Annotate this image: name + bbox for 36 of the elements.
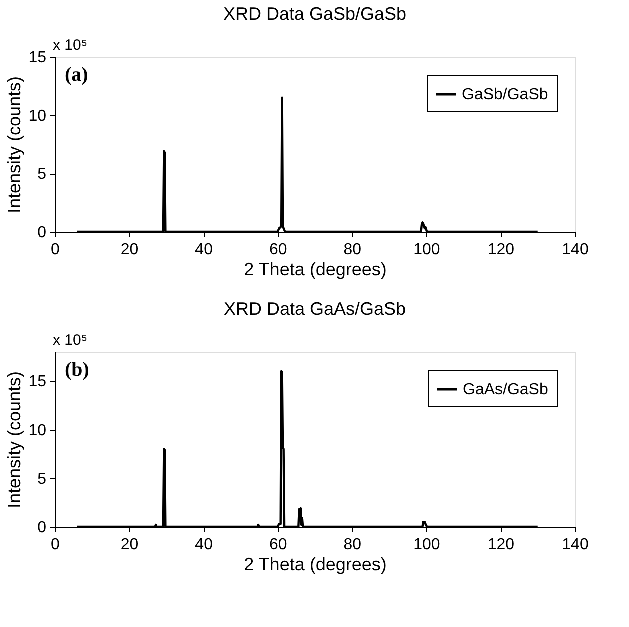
- y-tick-label: 10: [28, 108, 47, 125]
- x-tick-label: 40: [195, 242, 214, 258]
- x-tick-label: 120: [488, 536, 515, 554]
- legend-label: GaSb/GaSb: [462, 86, 548, 104]
- y-tick-label: 5: [38, 470, 47, 488]
- y-tick-label: 15: [28, 374, 47, 391]
- y-tick-label: 0: [38, 224, 47, 242]
- y-tick-label: 0: [38, 520, 47, 536]
- x-tick-label: 100: [414, 536, 440, 554]
- legend-label: GaAs/GaSb: [463, 382, 548, 398]
- x-tick-label: 100: [414, 242, 440, 258]
- text: x 10⁵: [53, 332, 88, 349]
- x-tick-label: 0: [51, 536, 60, 554]
- x-axis-title: 2 Theta (degrees): [244, 554, 387, 574]
- x-tick-label: 60: [269, 242, 288, 258]
- x-tick-label: 80: [344, 242, 362, 258]
- x-tick-label: 120: [488, 242, 515, 258]
- x-tick-label: 40: [195, 536, 214, 554]
- y-tick-label: 15: [28, 50, 47, 66]
- chart-title: XRD Data GaAs/GaSb: [224, 299, 406, 319]
- y-axis-title: Intensity (counts): [4, 371, 25, 509]
- y-tick-label: 10: [28, 422, 47, 440]
- y-tick-label: 5: [38, 166, 47, 184]
- x-tick-label: 80: [344, 536, 362, 554]
- x-tick-label: 60: [269, 536, 288, 554]
- x-tick-label: 140: [562, 242, 589, 258]
- text: x 10⁵: [53, 37, 88, 54]
- annotation: (b): [65, 359, 90, 381]
- x-tick-label: 20: [120, 242, 139, 258]
- x-tick-label: 20: [120, 536, 139, 554]
- x-axis-title: 2 Theta (degrees): [244, 260, 387, 280]
- x-tick-label: 140: [562, 536, 589, 554]
- y-axis-title: Intensity (counts): [4, 76, 25, 214]
- x-tick-label: 0: [51, 242, 60, 258]
- annotation: (a): [65, 64, 88, 86]
- chart-title: XRD Data GaSb/GaSb: [223, 4, 407, 24]
